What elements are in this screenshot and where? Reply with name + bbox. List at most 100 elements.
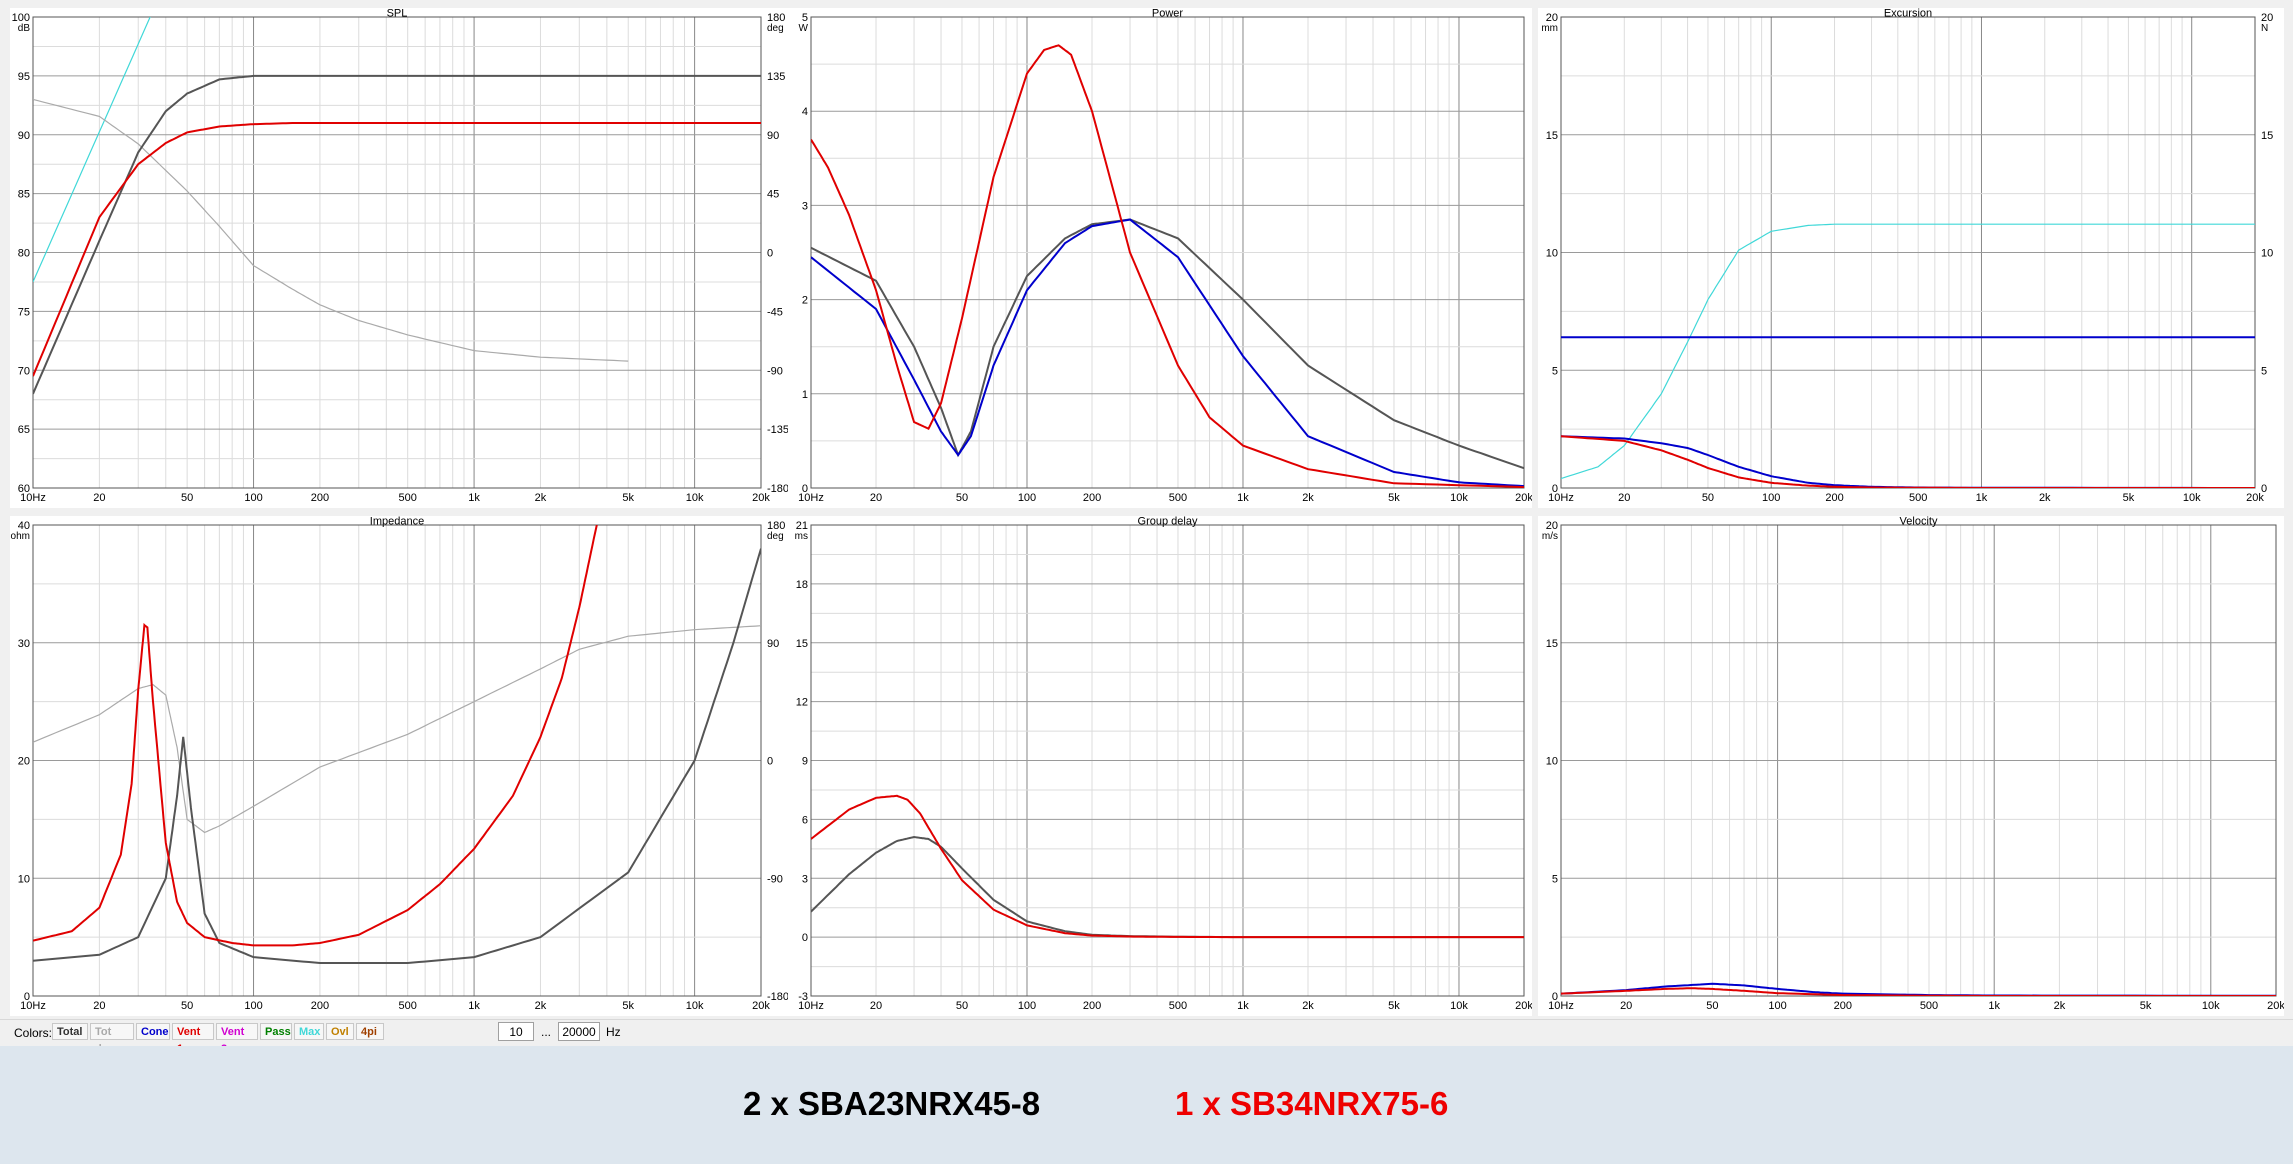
x-tick-label: 1k: [468, 1000, 480, 1012]
x-tick-label: 5k: [622, 492, 634, 504]
x-tick-label: 5k: [2123, 492, 2135, 504]
y2-tick-label: -45: [767, 306, 783, 318]
impedance-chart-panel: 0 10 20 30 40 -180 -90 0 90 180 deg 10Hz 20 50 100 200 5…: [10, 516, 790, 1016]
y2-tick-label: 135: [767, 71, 785, 83]
x-tick-label: 20: [870, 492, 882, 504]
y-tick-label: -3: [798, 991, 808, 1003]
x-tick-label: 20: [1620, 1000, 1632, 1012]
y-tick-label: 0: [802, 483, 808, 495]
plot-frame: [810, 524, 1525, 997]
y-tick-label: 20: [18, 756, 30, 768]
color-chip-pass[interactable]: Pass: [260, 1023, 292, 1040]
y2-tick-label: 10: [2261, 248, 2273, 260]
device-2-label: 1 x SB34NRX75-6: [1175, 1085, 1449, 1122]
color-chip-cone[interactable]: Cone: [136, 1023, 170, 1040]
x-tick-label: 100: [1018, 492, 1036, 504]
color-chip-total[interactable]: Total: [52, 1023, 88, 1040]
x-tick-label: 20k: [2267, 1000, 2284, 1012]
x-tick-label: 1k: [1237, 1000, 1249, 1012]
x-tick-label: 10k: [686, 1000, 704, 1012]
excursion-chart-panel: 0 5 10 15 20 0 5 10 15 20 N 10Hz 20 50 100 200 500 1k 2k 5k…: [1538, 8, 2284, 508]
x-tick-label: 2k: [535, 1000, 547, 1012]
x-tick-label: 200: [1083, 492, 1101, 504]
device-1-label: 2 x SBA23NRX45-8: [743, 1085, 1041, 1122]
x-tick-label: 200: [311, 492, 329, 504]
y-tick-label: 80: [18, 248, 30, 260]
y-tick-label: 0: [1552, 991, 1558, 1003]
x-tick-label: 500: [1909, 492, 1927, 504]
y-unit-label: mm: [1541, 23, 1558, 34]
x-tick-label: 1k: [1988, 1000, 2000, 1012]
x-tick-label: 50: [181, 492, 193, 504]
plot-frame: [32, 524, 762, 997]
series-line-3: [1561, 435, 2255, 488]
x-tick-label: 20: [93, 1000, 105, 1012]
x-tick-label: 100: [1762, 492, 1780, 504]
x-tick-label: 20k: [1515, 1000, 1532, 1012]
y-unit-label: m/s: [1542, 531, 1558, 542]
y2-unit-label: deg: [767, 23, 784, 34]
freq-unit-label: Hz: [606, 1025, 621, 1039]
y-unit-label: ohm: [11, 531, 30, 542]
y2-unit-label: N: [2261, 23, 2268, 34]
series-line-0: [811, 218, 1524, 470]
y-tick-label: 10: [1546, 248, 1558, 260]
x-tick-label: 10Hz: [798, 492, 824, 504]
x-tick-label: 100: [244, 1000, 262, 1012]
x-tick-label: 100: [1768, 1000, 1786, 1012]
x-tick-label: 20: [870, 1000, 882, 1012]
y2-unit-label: deg: [767, 531, 784, 542]
series-line-2: [1561, 435, 2255, 488]
x-tick-label: 5k: [1388, 492, 1400, 504]
y2-tick-label: 5: [2261, 365, 2267, 377]
chart-svg-5: 0 5 10 15 20 10Hz 20 50 100 200 500 1k 2k 5k 10k 20k m/s…: [1542, 516, 2284, 1012]
y-tick-label: 5: [1552, 365, 1558, 377]
y-tick-label: 5: [802, 12, 808, 24]
colors-label: Colors:: [14, 1026, 53, 1040]
chart-title: Impedance: [370, 516, 424, 528]
chart-svg-4: -3 0 3 6 9 12 15 18 21 10Hz 20 50 100 200 500 1k 2k 5k 10k…: [795, 516, 1532, 1012]
y2-tick-label: 90: [767, 638, 779, 650]
x-tick-label: 10Hz: [20, 1000, 46, 1012]
spl-chart-panel: 60 65 70 75 80 85 90 95 100 -180 -135 -90 -45 0 45 90 13…: [10, 8, 790, 508]
y-tick-label: 75: [18, 306, 30, 318]
plot-frame: [810, 16, 1525, 489]
color-chip-tot-deg[interactable]: Tot deg: [90, 1023, 134, 1055]
y-tick-label: 2: [802, 295, 808, 307]
series-line-3: [33, 122, 761, 377]
x-tick-label: 20k: [1515, 492, 1532, 504]
series-line-0: [811, 835, 1524, 939]
x-tick-label: 10k: [2202, 1000, 2220, 1012]
x-tick-label: 10k: [2183, 492, 2201, 504]
color-chip-vent-2[interactable]: Vent 2: [216, 1023, 258, 1055]
color-chip-4pi[interactable]: 4pi: [356, 1023, 384, 1040]
x-tick-label: 50: [956, 492, 968, 504]
x-tick-label: 1k: [1237, 492, 1249, 504]
x-tick-label: 500: [1169, 1000, 1187, 1012]
y2-tick-label: 0: [767, 756, 773, 768]
plot-frame: [32, 16, 762, 489]
freq-range-separator: ...: [541, 1025, 552, 1039]
series-line-1: [811, 218, 1524, 488]
footer-banner: 2 x SBA23NRX45-8 1 x SB34NRX75-6: [0, 1046, 2293, 1164]
color-chip-vent-1[interactable]: Vent 1: [172, 1023, 214, 1055]
y-unit-label: ms: [795, 531, 808, 542]
y-tick-label: 6: [802, 814, 808, 826]
y-unit-label: W: [799, 23, 809, 34]
color-chip-ovl[interactable]: Ovl: [326, 1023, 354, 1040]
y2-tick-label: 45: [767, 189, 779, 201]
series-line-1: [811, 794, 1524, 939]
y-tick-label: 21: [796, 520, 808, 532]
x-tick-label: 20: [93, 492, 105, 504]
chart-title: Velocity: [1900, 516, 1938, 528]
freq-min-input[interactable]: 10: [498, 1022, 534, 1041]
x-tick-label: 100: [244, 492, 262, 504]
x-tick-label: 1k: [468, 492, 480, 504]
x-tick-label: 200: [311, 1000, 329, 1012]
y2-tick-label: -135: [767, 424, 789, 436]
x-tick-label: 20k: [2246, 492, 2264, 504]
color-chip-max[interactable]: Max: [294, 1023, 324, 1040]
freq-max-input[interactable]: 20000: [558, 1022, 600, 1041]
